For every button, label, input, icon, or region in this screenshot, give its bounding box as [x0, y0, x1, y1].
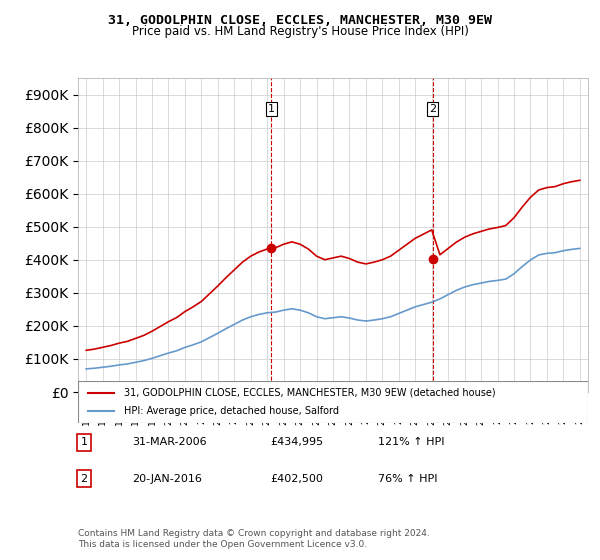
Text: Contains HM Land Registry data © Crown copyright and database right 2024.
This d: Contains HM Land Registry data © Crown c… [78, 529, 430, 549]
Text: 76% ↑ HPI: 76% ↑ HPI [378, 474, 437, 484]
Text: 20-JAN-2016: 20-JAN-2016 [132, 474, 202, 484]
Text: £434,995: £434,995 [270, 437, 323, 447]
Text: 121% ↑ HPI: 121% ↑ HPI [378, 437, 445, 447]
Text: 1: 1 [80, 437, 88, 447]
Text: 31, GODOLPHIN CLOSE, ECCLES, MANCHESTER, M30 9EW (detached house): 31, GODOLPHIN CLOSE, ECCLES, MANCHESTER,… [124, 388, 496, 398]
Text: 31-MAR-2006: 31-MAR-2006 [132, 437, 206, 447]
Text: 2: 2 [429, 104, 436, 114]
Text: 1: 1 [268, 104, 275, 114]
Text: 2: 2 [80, 474, 88, 484]
Text: HPI: Average price, detached house, Salford: HPI: Average price, detached house, Salf… [124, 406, 339, 416]
FancyBboxPatch shape [78, 381, 588, 423]
Text: 31, GODOLPHIN CLOSE, ECCLES, MANCHESTER, M30 9EW: 31, GODOLPHIN CLOSE, ECCLES, MANCHESTER,… [108, 14, 492, 27]
Text: Price paid vs. HM Land Registry's House Price Index (HPI): Price paid vs. HM Land Registry's House … [131, 25, 469, 38]
Text: £402,500: £402,500 [270, 474, 323, 484]
